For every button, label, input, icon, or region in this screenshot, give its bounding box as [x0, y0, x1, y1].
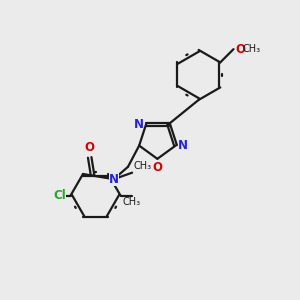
Text: CH₃: CH₃	[134, 161, 152, 171]
Text: Cl: Cl	[53, 189, 66, 202]
Text: O: O	[235, 43, 245, 56]
Text: CH₃: CH₃	[123, 197, 141, 207]
Text: O: O	[152, 161, 162, 174]
Text: N: N	[178, 139, 188, 152]
Text: N: N	[134, 118, 144, 131]
Text: CH₃: CH₃	[243, 44, 261, 54]
Text: O: O	[85, 141, 95, 154]
Text: N: N	[109, 173, 119, 186]
